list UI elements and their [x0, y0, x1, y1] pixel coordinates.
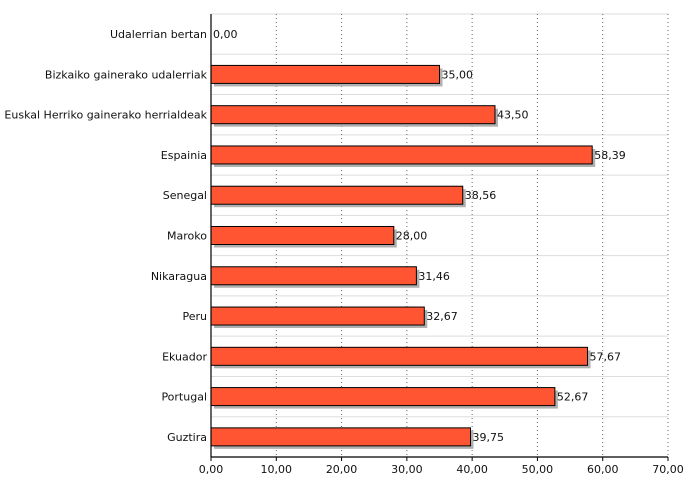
category-labels: Udalerrian bertan Bizkaiko gainerako udal… — [4, 28, 207, 444]
x-tick-label: 40,00 — [456, 463, 488, 476]
bar — [210, 306, 425, 326]
value-label: 57,67 — [590, 350, 622, 363]
value-label: 43,50 — [497, 109, 529, 122]
category-label: Guztira — [167, 431, 207, 444]
value-label: 58,39 — [594, 149, 626, 162]
x-axis-ticks: 0,00 10,00 20,00 30,00 40,00 50,00 60,00 70,00 — [199, 457, 684, 476]
value-label: 52,67 — [557, 391, 589, 404]
x-tick-label: 50,00 — [522, 463, 554, 476]
category-label: Senegal — [163, 189, 207, 202]
value-label: 39,75 — [473, 431, 505, 444]
category-label: Nikaragua — [151, 270, 207, 283]
category-label: Euskal Herriko gainerako herrialdeak — [4, 109, 207, 122]
value-label: 31,46 — [418, 270, 450, 283]
category-label: Peru — [182, 310, 207, 323]
bar — [210, 346, 589, 366]
value-label: 35,00 — [442, 68, 474, 81]
x-tick-label: 30,00 — [391, 463, 423, 476]
bar — [210, 427, 472, 447]
bar — [210, 226, 395, 245]
axes — [210, 14, 668, 458]
value-label: 32,67 — [426, 310, 458, 323]
value-label: 28,00 — [396, 230, 428, 243]
category-label: Ekuador — [162, 350, 207, 363]
bar — [210, 64, 440, 84]
bar — [210, 145, 593, 165]
category-label: Portugal — [161, 391, 207, 404]
value-labels: 0,00 35,00 43,50 58,39 38,56 28,00 31,46 32,67 5… — [213, 28, 626, 444]
x-tick-label: 60,00 — [587, 463, 619, 476]
bars — [210, 64, 596, 449]
category-label: Bizkaiko gainerako udalerriak — [45, 68, 208, 81]
x-tick-label: 20,00 — [326, 463, 358, 476]
category-label: Espainia — [161, 149, 207, 162]
bar — [210, 266, 417, 286]
value-label: 0,00 — [213, 28, 238, 41]
x-tick-label: 10,00 — [261, 463, 293, 476]
bar — [210, 105, 496, 125]
bar — [210, 185, 464, 205]
x-tick-label: 0,00 — [199, 463, 224, 476]
bar — [210, 387, 556, 407]
category-label: Udalerrian bertan — [110, 28, 207, 41]
value-label: 38,56 — [465, 189, 497, 202]
x-tick-label: 70,00 — [652, 463, 684, 476]
category-label: Maroko — [167, 230, 207, 243]
